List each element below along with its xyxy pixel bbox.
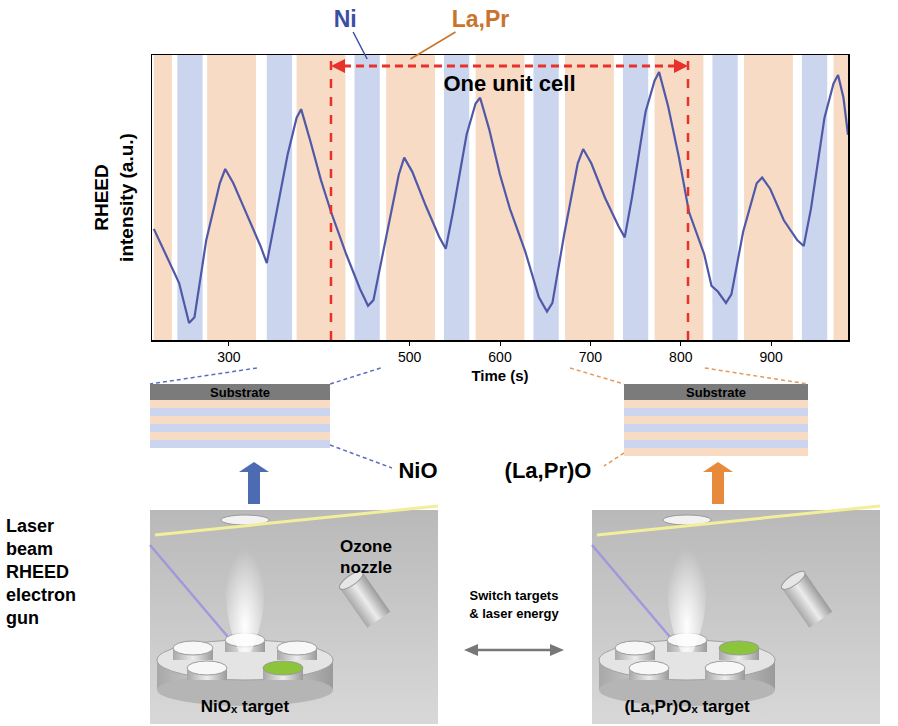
svg-text:Laser: Laser	[6, 516, 54, 536]
svg-text:& laser energy: & laser energy	[469, 606, 559, 621]
svg-text:300: 300	[217, 349, 241, 365]
svg-text:Ni: Ni	[334, 6, 357, 32]
svg-text:Substrate: Substrate	[686, 385, 746, 400]
svg-text:Substrate: Substrate	[210, 385, 270, 400]
svg-text:nozzle: nozzle	[340, 558, 392, 577]
svg-text:Ozone: Ozone	[340, 537, 392, 556]
svg-text:600: 600	[488, 349, 512, 365]
svg-text:700: 700	[579, 349, 603, 365]
svg-text:RHEED: RHEED	[6, 562, 69, 582]
svg-text:500: 500	[398, 349, 422, 365]
svg-text:electron: electron	[6, 585, 76, 605]
svg-text:(La,Pr)O: (La,Pr)O	[505, 458, 592, 483]
svg-text:One unit cell: One unit cell	[443, 71, 575, 96]
svg-text:Switch targets: Switch targets	[470, 588, 559, 603]
svg-text:900: 900	[759, 349, 783, 365]
svg-text:NiO: NiO	[398, 458, 437, 483]
svg-text:beam: beam	[6, 539, 53, 559]
svg-text:La,Pr: La,Pr	[452, 6, 510, 32]
svg-text:800: 800	[669, 349, 693, 365]
svg-text:RHEEDintensity (a.u.): RHEEDintensity (a.u.)	[91, 133, 137, 262]
svg-text:(La,Pr)Oₓ target: (La,Pr)Oₓ target	[624, 697, 750, 716]
svg-text:NiOₓ target: NiOₓ target	[201, 697, 290, 716]
svg-text:Time (s): Time (s)	[471, 367, 528, 384]
svg-text:gun: gun	[6, 608, 39, 628]
